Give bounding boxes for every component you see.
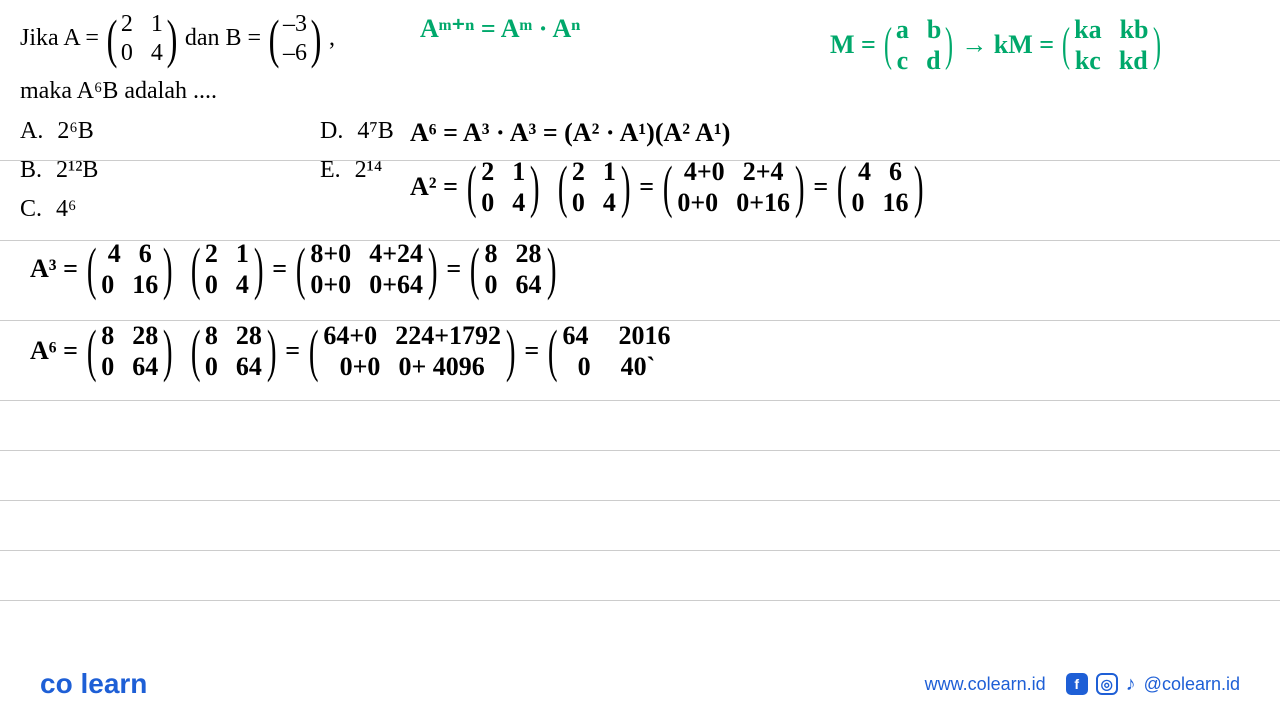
footer-handle: @colearn.id (1144, 674, 1240, 695)
option-B: B.2¹²B (20, 157, 140, 184)
q-mid: dan B = (185, 25, 261, 52)
option-C: C.4⁶ (20, 196, 140, 223)
work-line4: A⁶ = ( 828 064 ) ( 828 064 ) = ( 64+0224… (30, 320, 675, 382)
q-suffix: , (329, 25, 335, 52)
work-line1: A⁶ = A³ · A³ = (A² · A¹)(A² A¹) (410, 118, 730, 148)
work-line3: A³ = ( 46 016 ) ( 21 04 ) = ( 8+04+24 0+… (30, 238, 565, 300)
q-prefix: Jika A = (20, 25, 99, 52)
question-row1: Jika A = ( 21 04 ) dan B = ( –3 –6 ) , (20, 10, 335, 68)
facebook-icon: f (1066, 673, 1088, 695)
footer: co learn www.colearn.id f ◎ ♪ @colearn.i… (0, 668, 1280, 700)
tiktok-icon: ♪ (1126, 673, 1136, 696)
instagram-icon: ◎ (1096, 673, 1118, 695)
logo: co learn (40, 668, 147, 700)
question-line2: maka A⁶B adalah .... (20, 78, 217, 105)
matrix-B: ( –3 –6 ) (265, 10, 325, 68)
footer-url: www.colearn.id (925, 674, 1046, 695)
options: A.2⁶B D.4⁷B B.2¹²B E.2¹⁴ C.4⁶ (20, 118, 440, 235)
formula-kM: M = ( ab cd ) → kM = ( kakb kckd ) (830, 14, 1168, 76)
formula-power: Aᵐ⁺ⁿ = Aᵐ · Aⁿ (420, 14, 580, 44)
option-A: A.2⁶B (20, 118, 140, 145)
work-line2: A² = ( 21 04 ) ( 21 04 ) = ( 4+02+4 0+00… (410, 156, 932, 218)
matrix-A: ( 21 04 ) (103, 10, 181, 68)
